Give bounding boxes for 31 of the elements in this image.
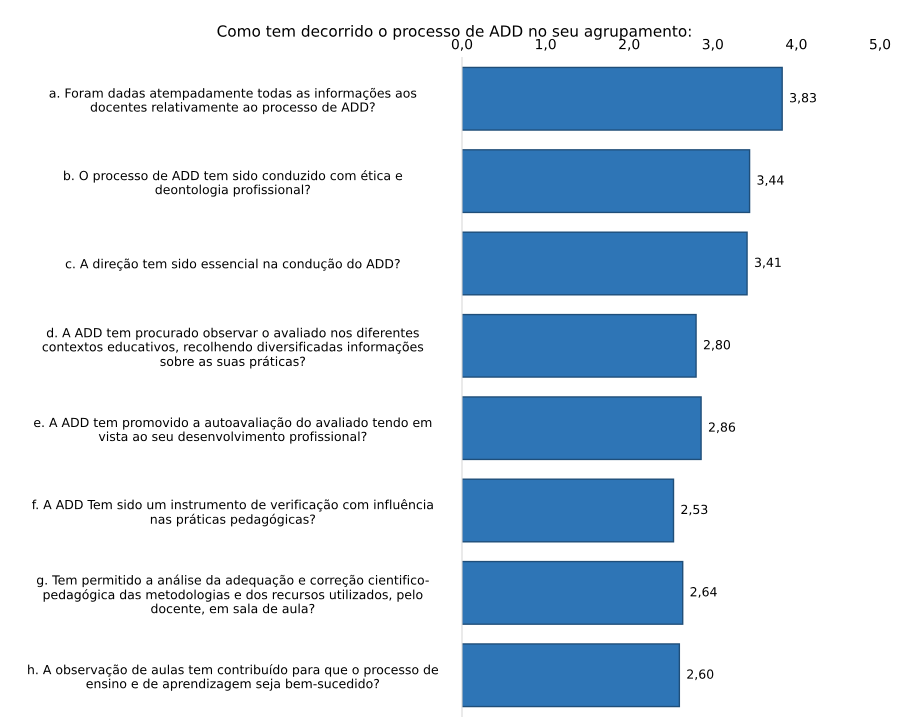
data-label: 3,83	[790, 92, 816, 104]
chart-title: Como tem decorrido o processo de ADD no seu agrupamento:	[217, 25, 691, 40]
bar	[462, 314, 697, 378]
data-label: 3,41	[754, 258, 781, 268]
bar	[462, 66, 783, 131]
bar	[462, 231, 748, 296]
x-tick-label: 2,0	[619, 38, 640, 51]
x-tick-label: 4,0	[786, 38, 807, 51]
y-tick-label: a. Foram dadas atempadamente todas as informações aos docentes relativamente ao processo de ADD?	[50, 88, 416, 114]
y-tick-label: f. A ADD Tem sido um instrumento de verificação com influência nas práticas pedagógicas?	[32, 499, 433, 526]
data-label: 2,86	[708, 422, 736, 434]
bar	[462, 149, 750, 214]
bar	[462, 396, 702, 460]
data-label: 2,53	[681, 504, 708, 516]
x-tick-label: 1,0	[536, 38, 556, 51]
data-label: 2,80	[704, 340, 730, 351]
x-tick-label: 5,0	[870, 38, 890, 51]
y-tick-label: h. A observação de aulas tem contribuído para que o processo de ensino e de aprendizagem seja bem-sucedido?	[28, 664, 438, 691]
data-label: 2,64	[690, 587, 717, 598]
bar	[462, 643, 680, 708]
y-tick-label: e. A ADD tem promovido a autoavaliação do avaliado tendo em vista ao seu desenvolvimento profissional?	[34, 417, 432, 444]
y-tick-label: b. O processo de ADD tem sido conduzido com ética e deontologia profissional?	[64, 170, 402, 197]
bar	[462, 478, 674, 543]
y-tick-label: c. A direção tem sido essencial na condução do ADD?	[66, 258, 400, 271]
data-label: 2,60	[687, 669, 714, 680]
y-tick-label: g. Tem permitido a análise da adequação e correção cientifico- pedagógica das metodologias e dos recursos utilizados, pelo docente, em sala de aula?	[36, 574, 429, 615]
bar	[462, 560, 684, 625]
y-tick-label: d. A ADD tem procurado observar o avaliado nos diferentes contextos educativos, recolhendo diversificadas informações sobre as suas práticas?	[42, 328, 424, 368]
x-tick-label: 0,0	[452, 38, 472, 51]
data-label: 3,44	[757, 175, 784, 186]
x-tick-label: 3,0	[702, 38, 723, 51]
